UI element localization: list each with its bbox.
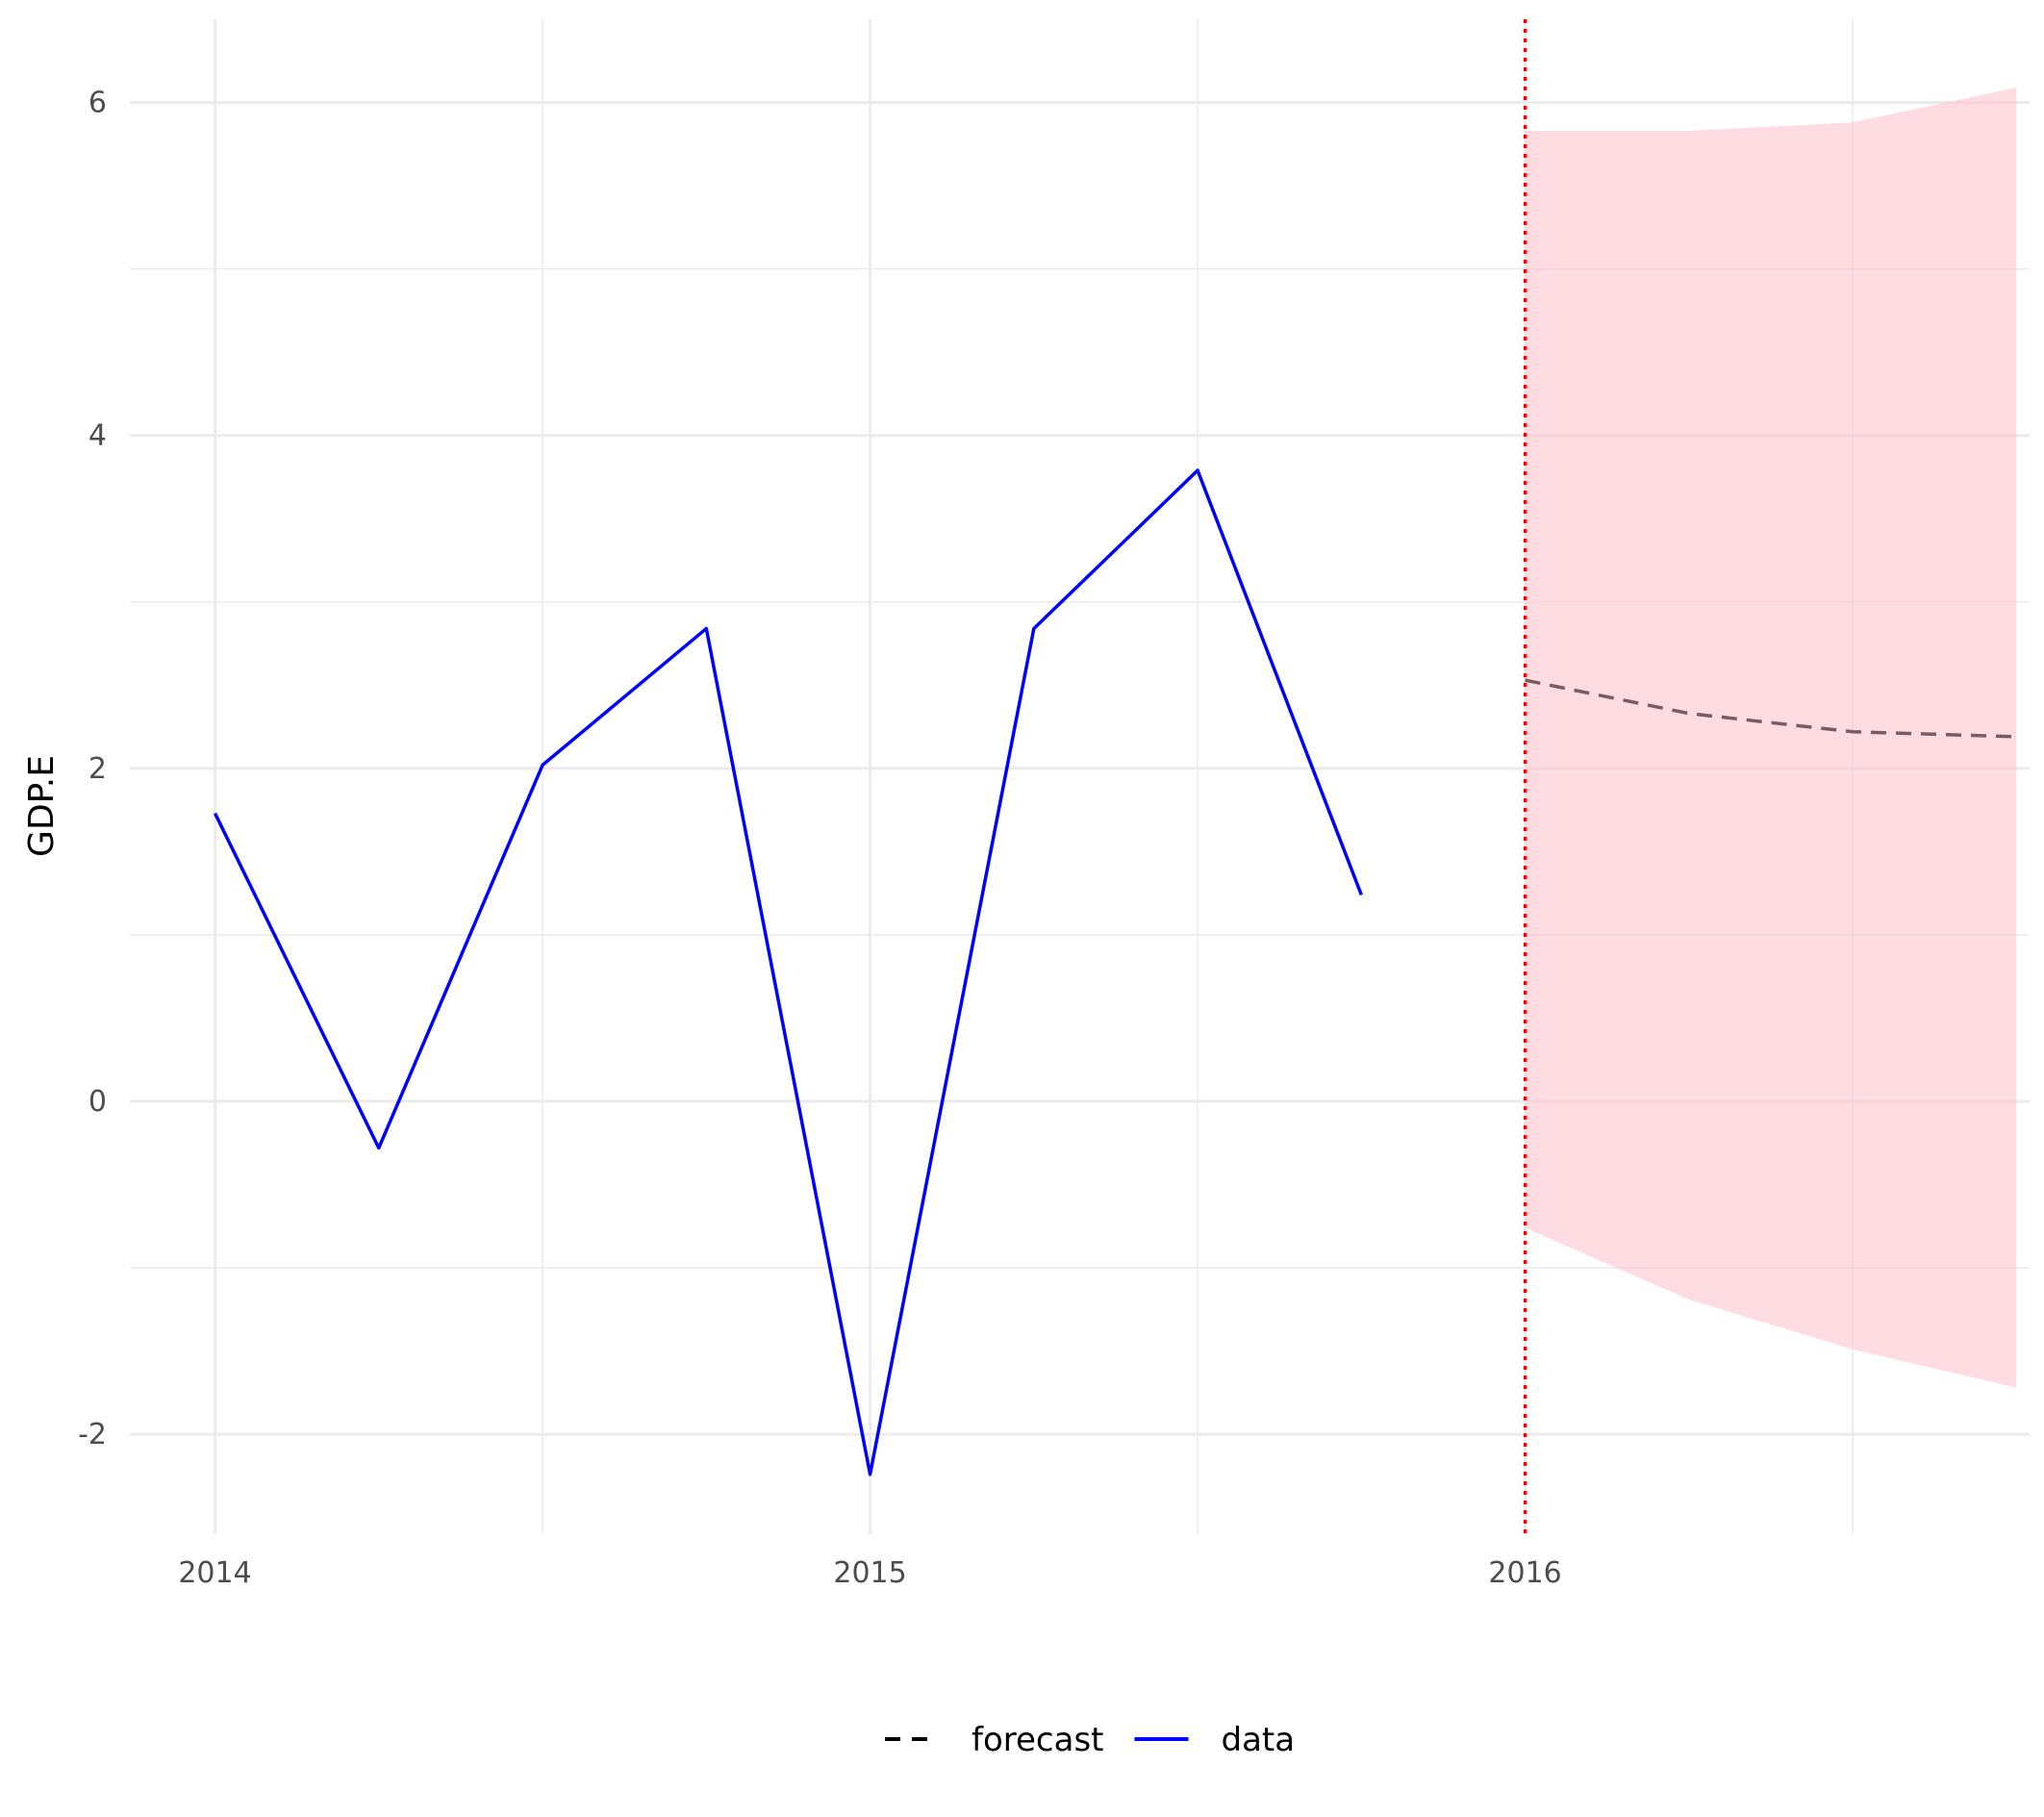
legend-label-forecast: forecast	[972, 1721, 1104, 1759]
y-tick-label: -2	[78, 1418, 107, 1451]
x-axis-tick-labels: 2014 2015 2016	[178, 1556, 1561, 1590]
x-tick-label: 2014	[178, 1556, 251, 1590]
x-tick-label: 2015	[833, 1556, 906, 1590]
series-line-data	[213, 468, 1363, 1476]
y-tick-label: 0	[88, 1085, 107, 1119]
series-line-forecast	[1525, 678, 2017, 739]
y-axis-title: GDP.E	[22, 755, 62, 857]
legend: forecast data	[885, 1721, 1295, 1759]
prediction-interval-layer	[1525, 87, 2017, 1388]
x-tick-label: 2016	[1488, 1556, 1561, 1590]
prediction-interval-band	[1525, 87, 2017, 1388]
y-tick-label: 4	[88, 419, 107, 453]
series-layer	[213, 468, 2017, 1476]
y-tick-label: 2	[88, 752, 107, 786]
y-tick-label: 6	[88, 87, 107, 120]
legend-label-data: data	[1222, 1721, 1296, 1759]
y-axis-tick-labels: -2 0 2 4 6	[78, 87, 107, 1452]
